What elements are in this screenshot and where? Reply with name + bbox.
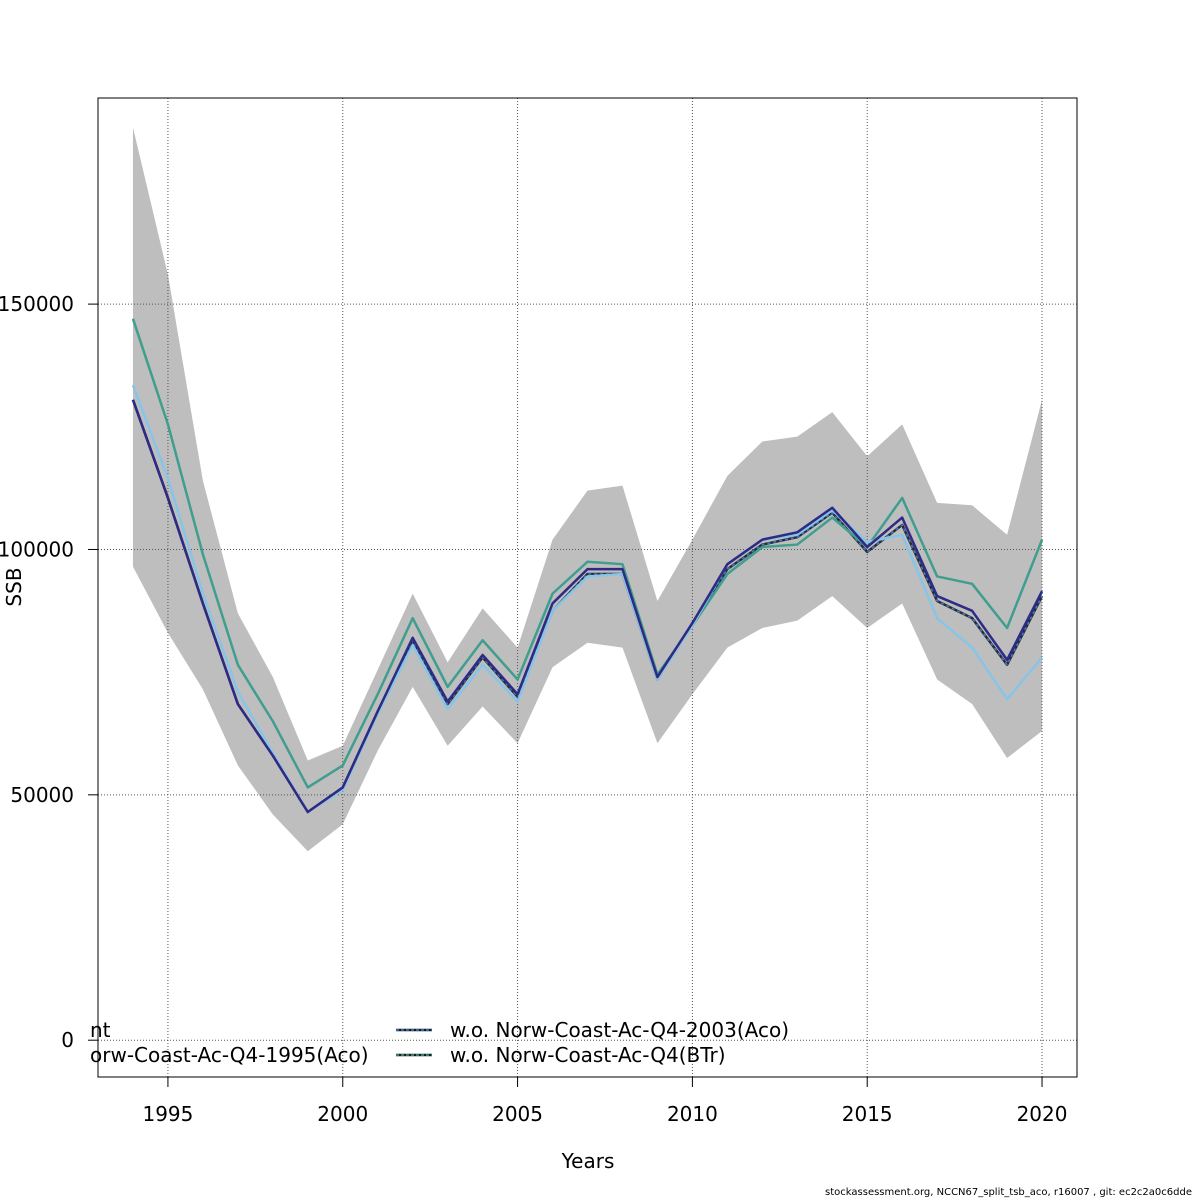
confidence-band-layer bbox=[132, 127, 1043, 852]
footer-credit: stockassessment.org, NCCN67_split_tsb_ac… bbox=[825, 1187, 1192, 1198]
legend-label: w.o. Norw-Coast-Ac-Q4(BTr) bbox=[450, 1043, 726, 1067]
x-tick-label: 2020 bbox=[1017, 1102, 1068, 1126]
legend-label: orw-Coast-Ac-Q4-1995(Aco) bbox=[90, 1043, 369, 1067]
plot-frame bbox=[97, 97, 1078, 1078]
x-tick-label: 2000 bbox=[317, 1102, 368, 1126]
x-tick-label: 2015 bbox=[842, 1102, 893, 1126]
y-tick-label: 150000 bbox=[0, 292, 74, 316]
grid-layer bbox=[98, 98, 1077, 1077]
legend-label: w.o. Norw-Coast-Ac-Q4-2003(Aco) bbox=[450, 1018, 789, 1042]
x-tick-label: 2010 bbox=[667, 1102, 718, 1126]
series-line-5 bbox=[131, 399, 1044, 814]
series-layer bbox=[131, 318, 1044, 814]
confidence-band bbox=[132, 127, 1043, 852]
y-tick-label: 0 bbox=[61, 1028, 74, 1052]
x-tick-label: 2005 bbox=[492, 1102, 543, 1126]
legend-label: nt bbox=[90, 1018, 111, 1042]
series-line-3 bbox=[131, 318, 1044, 789]
y-tick-label: 100000 bbox=[0, 537, 74, 561]
y-axis-title: SSB bbox=[2, 567, 26, 606]
x-axis-title: Years bbox=[561, 1149, 615, 1173]
x-tick-label: 1995 bbox=[142, 1102, 193, 1126]
axis-layer: 1995 2000 2005 2010 2015 2020 0 50000 100000 1500… bbox=[0, 292, 1067, 1126]
y-tick-label: 50000 bbox=[10, 783, 74, 807]
